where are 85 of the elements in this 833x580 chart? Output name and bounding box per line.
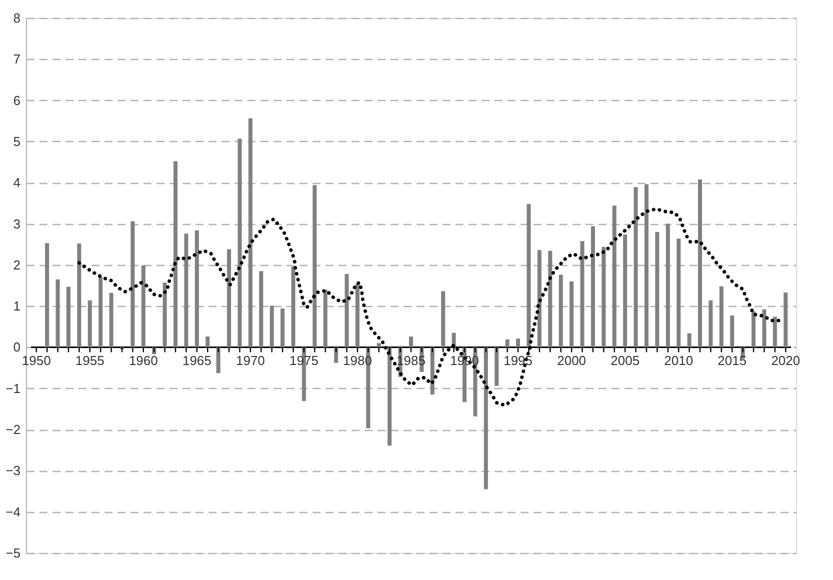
y-tick-label: 5 [13, 134, 20, 149]
bar [698, 179, 702, 348]
y-tick-label: 8 [13, 10, 20, 26]
y-tick-label: 2 [13, 257, 20, 272]
bar [666, 224, 670, 348]
y-tick-label: 4 [13, 175, 20, 190]
bar [570, 281, 574, 348]
bar [312, 185, 317, 348]
bar [719, 286, 724, 348]
bar [558, 274, 563, 348]
bar [441, 291, 446, 348]
bar [77, 244, 82, 348]
y-tick-label: −2 [6, 422, 20, 438]
y-tick-label: 0 [13, 340, 20, 355]
bar [655, 232, 660, 348]
bar [334, 347, 338, 363]
bar [644, 184, 648, 348]
y-tick-label: −4 [6, 504, 20, 520]
bar [130, 221, 135, 348]
bar [590, 226, 595, 348]
bar [141, 265, 146, 348]
y-tick-label: 3 [13, 216, 20, 232]
bar [676, 238, 681, 348]
x-tick-label: 2010 [664, 353, 694, 368]
y-tick-label: −5 [6, 546, 20, 560]
x-tick-label: 2020 [771, 353, 800, 368]
bar [612, 206, 616, 348]
bar [56, 279, 60, 348]
bar [184, 234, 188, 348]
x-tick-label: 1995 [504, 353, 533, 368]
y-tick-label: 1 [13, 298, 20, 314]
bar [430, 347, 434, 395]
bar [526, 204, 531, 348]
bar [344, 274, 349, 348]
y-tick-label: 7 [13, 52, 20, 67]
bar [634, 187, 638, 348]
bar [45, 243, 50, 348]
x-tick-label: 1960 [128, 353, 158, 368]
bar [227, 249, 232, 348]
bar [109, 292, 114, 348]
x-tick-label: 1955 [75, 353, 104, 368]
x-tick-label: 1965 [182, 353, 212, 368]
bar [291, 266, 296, 348]
bar [516, 338, 520, 348]
bar [174, 161, 178, 348]
bar [376, 343, 381, 348]
bar [494, 347, 499, 386]
bar [409, 336, 413, 348]
bar [98, 276, 103, 348]
x-tick-label: 2015 [718, 353, 747, 368]
x-tick-label: 2005 [610, 353, 640, 368]
bar [238, 138, 242, 348]
bar [248, 118, 252, 348]
bar [537, 250, 542, 348]
bar [270, 306, 274, 348]
bar [66, 286, 70, 348]
x-tick-label: 1950 [22, 353, 51, 368]
bar [772, 316, 777, 348]
bar [280, 308, 285, 348]
y-tick-label: 6 [13, 92, 20, 108]
bar [687, 333, 692, 348]
bar [623, 234, 628, 348]
x-tick-label: 1970 [236, 353, 265, 368]
bar [548, 250, 552, 348]
bar [355, 284, 360, 348]
bar [580, 241, 584, 348]
bar [752, 311, 756, 348]
bar [194, 230, 199, 348]
y-tick-label: −1 [6, 380, 20, 396]
bar [730, 316, 734, 348]
bar [206, 336, 210, 348]
bar [323, 290, 328, 348]
bar [162, 282, 167, 348]
bar [602, 246, 606, 348]
bar [708, 300, 713, 348]
x-tick-label: 2000 [557, 353, 586, 368]
bar [484, 347, 488, 490]
bar [216, 347, 220, 374]
y-tick-label: −3 [6, 463, 20, 478]
bar [88, 300, 92, 348]
bar [388, 347, 392, 446]
bar [259, 271, 264, 348]
bar [784, 292, 788, 348]
bar [505, 339, 510, 348]
bar [762, 309, 766, 348]
